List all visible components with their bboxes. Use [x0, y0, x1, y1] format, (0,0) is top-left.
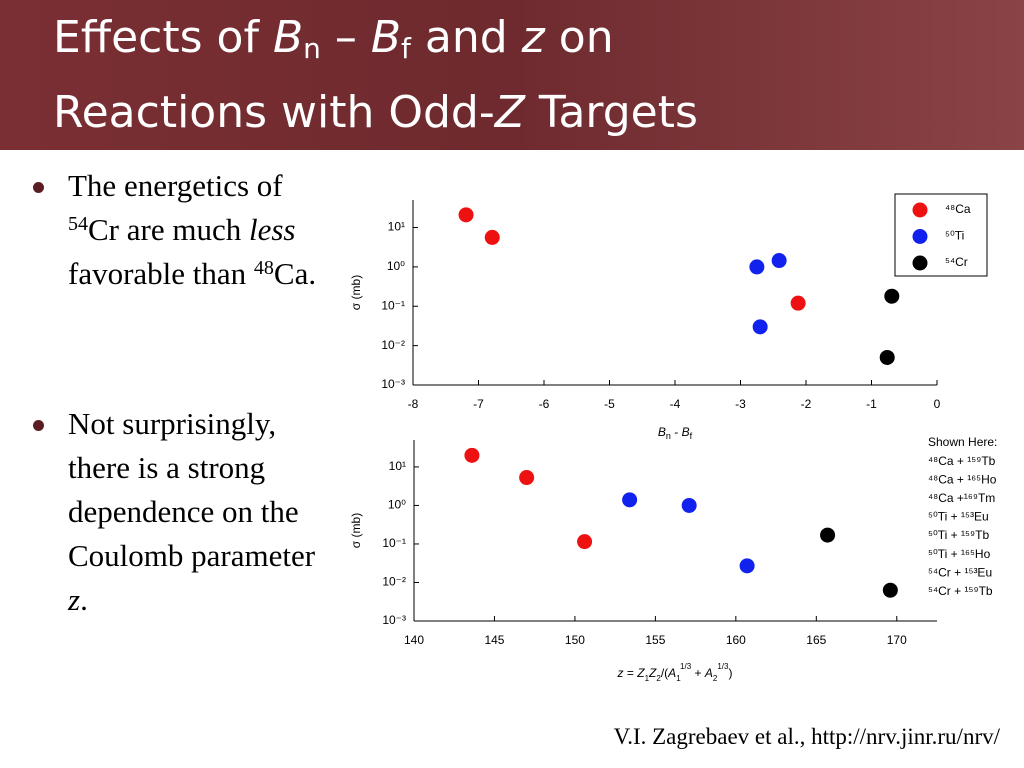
- x-axis-label: Bn - Bf: [658, 425, 693, 441]
- slide-title: Effects of Bn – Bf and z on Reactions wit…: [53, 12, 698, 138]
- x-tick-label: 160: [726, 633, 746, 647]
- x-tick-label: 140: [404, 633, 424, 647]
- x-tick-label: -8: [408, 397, 419, 411]
- point: [681, 497, 697, 513]
- y-axis-label: σ (mb): [349, 513, 363, 548]
- y-tick-label: 10⁻¹: [382, 536, 406, 550]
- y-tick-label: 10⁻¹: [381, 298, 405, 312]
- y-tick-label: 10⁻³: [381, 377, 405, 391]
- point: [749, 259, 765, 275]
- x-tick-label: 165: [806, 633, 826, 647]
- legend-box: [894, 193, 988, 277]
- y-tick-label: 10¹: [388, 220, 405, 234]
- annotation: ⁴⁸Ca + ¹⁵⁹Tb: [928, 454, 996, 468]
- point: [879, 349, 895, 365]
- point: [820, 527, 836, 543]
- point: [752, 319, 768, 335]
- annotation: ⁴⁸Ca + ¹⁶⁵Ho: [928, 472, 997, 486]
- y-tick-label: 10⁻²: [381, 338, 405, 352]
- x-tick-label: -4: [670, 397, 681, 411]
- x-tick-label: 0: [934, 397, 941, 411]
- x-tick-label: -2: [801, 397, 812, 411]
- legend-label: ⁴⁸Ca: [945, 202, 971, 216]
- point: [458, 207, 474, 223]
- x-axis-label: z = Z1Z2/(A11/3 + A21/3): [617, 662, 733, 683]
- annotation: ⁵⁰Ti + ¹⁵³Eu: [928, 510, 989, 524]
- annotation: ⁵⁴Cr + ¹⁵³Eu: [928, 565, 992, 579]
- point: [519, 470, 535, 486]
- point: [790, 295, 806, 311]
- y-axis-label: σ (mb): [349, 275, 363, 310]
- bullet-dot: [33, 420, 44, 431]
- y-tick-label: 10⁻²: [382, 575, 406, 589]
- y-tick-label: 10⁻³: [382, 613, 406, 627]
- point: [739, 558, 755, 574]
- legend-label: ⁵⁰Ti: [945, 229, 964, 243]
- bullet-text: The energetics of 54Cr are much less fav…: [68, 168, 317, 291]
- annotation: ⁴⁸Ca +¹⁶⁹Tm: [928, 491, 995, 505]
- x-tick-label: 150: [565, 633, 585, 647]
- legend-marker: [912, 202, 928, 218]
- x-tick-label: -5: [604, 397, 615, 411]
- bullet-text: Not surprisingly, there is a strong depe…: [68, 406, 316, 617]
- annotation: ⁵⁴Cr + ¹⁵⁹Tb: [928, 584, 993, 598]
- point: [464, 447, 480, 463]
- legend-marker: [912, 229, 928, 244]
- bullet-dot: [33, 182, 44, 193]
- point: [577, 534, 593, 550]
- y-tick-label: 10¹: [389, 459, 406, 473]
- legend-label: ⁵⁴Cr: [945, 255, 968, 269]
- x-tick-label: -7: [473, 397, 484, 411]
- y-tick-label: 10⁰: [387, 259, 405, 273]
- x-tick-label: 145: [484, 633, 504, 647]
- x-tick-label: -3: [735, 397, 746, 411]
- x-tick-label: -6: [539, 397, 550, 411]
- annotation: Shown Here:: [928, 435, 997, 449]
- point: [882, 582, 898, 598]
- annotation: ⁵⁰Ti + ¹⁵⁹Tb: [928, 528, 989, 542]
- x-tick-label: -1: [866, 397, 877, 411]
- x-tick-label: 170: [887, 633, 907, 647]
- citation: V.I. Zagrebaev et al., http://nrv.jinr.r…: [613, 724, 1000, 749]
- point: [484, 229, 500, 245]
- annotation: ⁵⁰Ti + ¹⁶⁵Ho: [928, 547, 991, 561]
- point: [771, 253, 787, 269]
- point: [622, 492, 638, 508]
- point: [884, 288, 900, 304]
- x-tick-label: 155: [645, 633, 665, 647]
- header: [0, 0, 1024, 150]
- y-tick-label: 10⁰: [388, 498, 406, 512]
- legend-marker: [912, 255, 928, 271]
